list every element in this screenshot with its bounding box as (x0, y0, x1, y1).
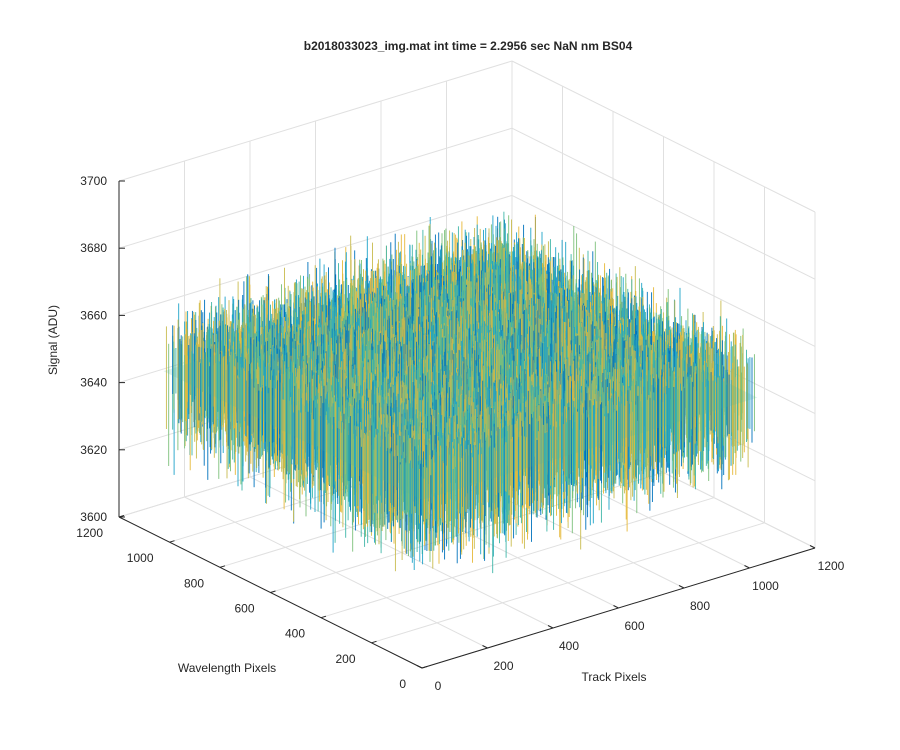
surface-plot (163, 211, 758, 574)
grid-line (118, 127, 513, 249)
grid-line (511, 194, 816, 347)
grid-line (320, 497, 715, 619)
grid-line (118, 60, 513, 182)
grid-line (511, 60, 816, 213)
grid-line (118, 194, 513, 316)
grid-line (511, 127, 816, 280)
grid-line (371, 522, 765, 644)
